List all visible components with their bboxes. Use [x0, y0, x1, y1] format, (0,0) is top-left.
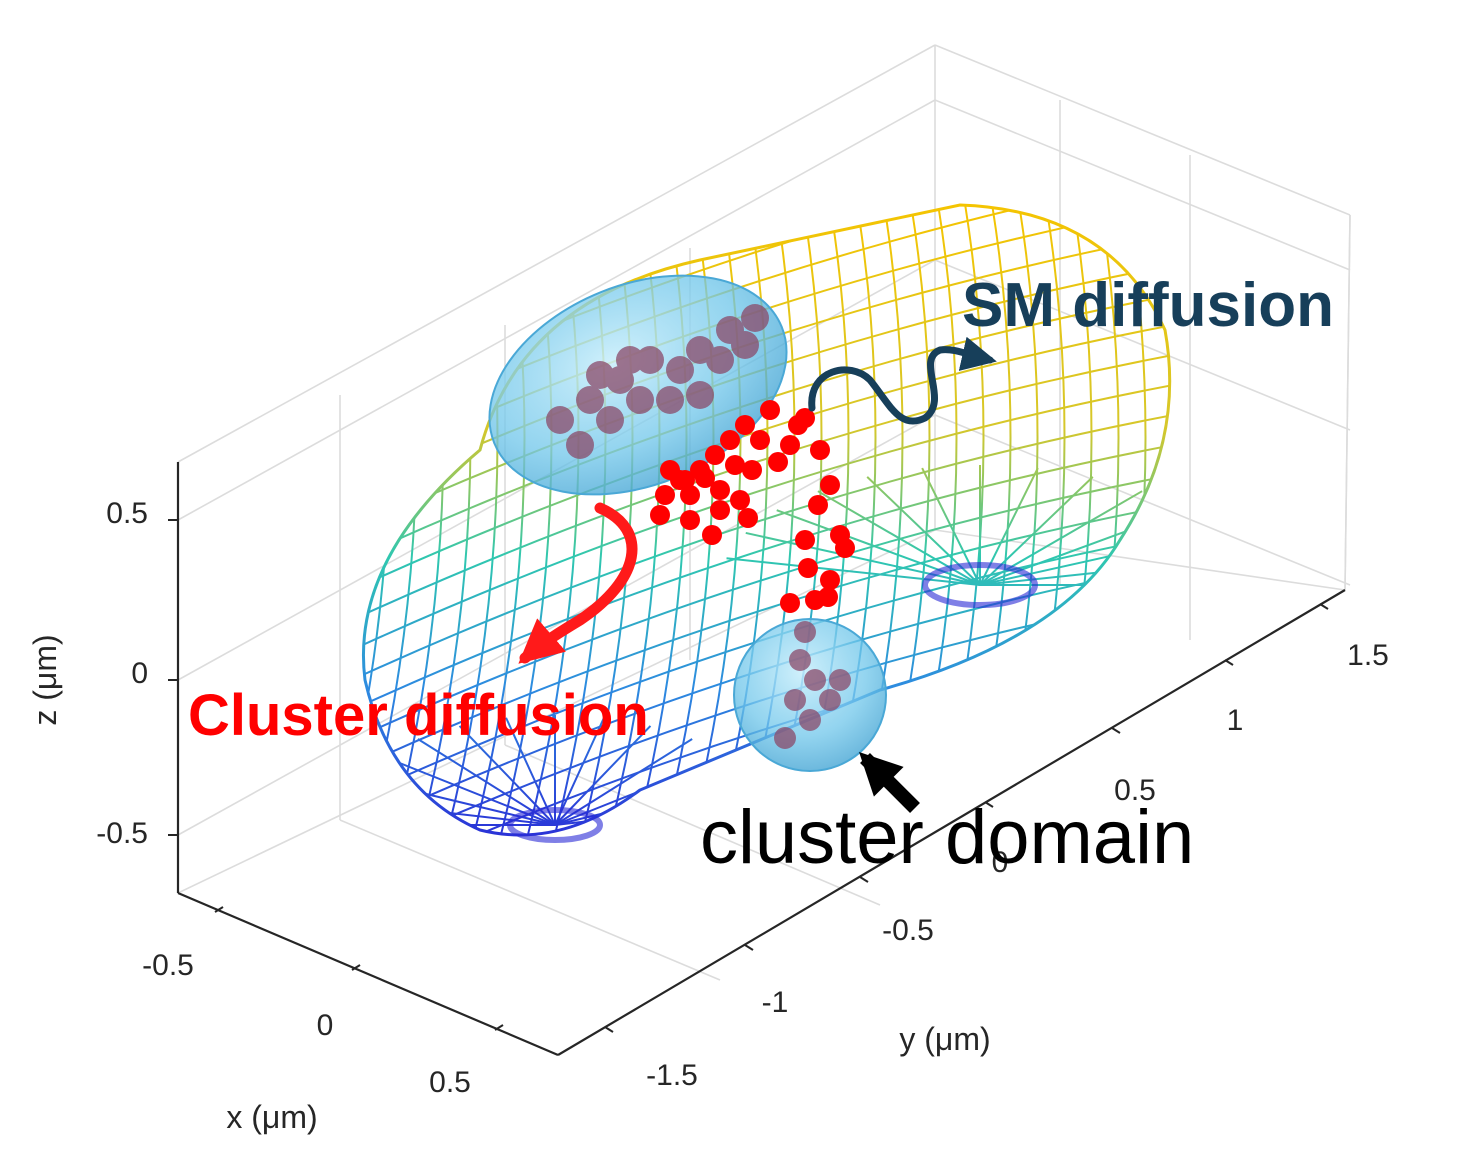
- y-tick-5: 1: [1227, 704, 1244, 737]
- y-axis-label: y (μm): [899, 1021, 990, 1057]
- x-tick-1: 0: [317, 1009, 334, 1042]
- y-tick-6: 1.5: [1347, 639, 1389, 672]
- left-pole-cap: [507, 807, 603, 843]
- cluster-domain-arrow: [859, 752, 920, 813]
- lower-cluster-domain: [733, 618, 887, 772]
- x-tick-2: 0.5: [429, 1066, 471, 1099]
- y-tick-2: -0.5: [882, 914, 934, 947]
- y-tick-0: -1.5: [646, 1059, 698, 1092]
- cluster-diffusion-label: Cluster diffusion: [188, 683, 649, 748]
- z-axis-label: z (μm): [27, 634, 63, 725]
- z-tick-1: 0: [131, 657, 148, 690]
- y-tick-1: -1: [762, 986, 789, 1019]
- x-tick-labels: -0.5 0 0.5: [142, 949, 471, 1099]
- right-pole-cap: [922, 562, 1038, 608]
- z-tick-0: 0.5: [106, 497, 148, 530]
- single-molecules: [650, 400, 855, 613]
- axes-lines: [176, 462, 1346, 1057]
- z-tick-2: -0.5: [96, 817, 148, 850]
- tick-marks: [168, 519, 1329, 1033]
- cluster-diffusion-arrow: [518, 502, 638, 664]
- capsule-outline: [361, 203, 1172, 837]
- x-tick-0: -0.5: [142, 949, 194, 982]
- sm-diffusion-arrow: [808, 336, 997, 425]
- y-tick-labels: -1.5 -1 -0.5 0 0.5 1 1.5: [646, 639, 1389, 1092]
- sm-diffusion-label: SM diffusion: [962, 271, 1334, 340]
- x-axis-label: x (μm): [226, 1099, 317, 1135]
- z-tick-labels: 0.5 0 -0.5: [96, 497, 148, 850]
- cluster-domain-label: cluster domain: [700, 795, 1194, 880]
- y-tick-3: 0: [992, 846, 1009, 879]
- y-tick-4: 0.5: [1114, 774, 1156, 807]
